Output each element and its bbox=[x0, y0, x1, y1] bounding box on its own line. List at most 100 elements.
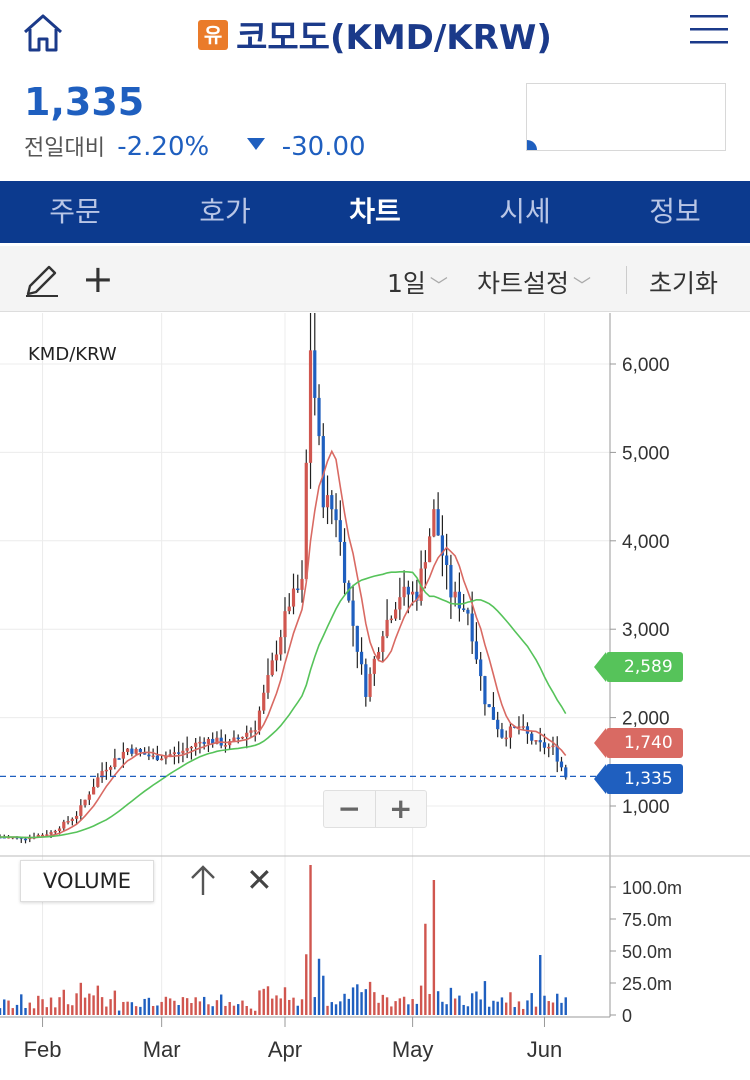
candle-body bbox=[415, 591, 419, 601]
home-icon[interactable] bbox=[20, 10, 66, 56]
candle-body bbox=[228, 741, 232, 746]
volume-bar bbox=[530, 993, 533, 1015]
candle-body bbox=[36, 835, 40, 838]
volume-bar bbox=[58, 997, 61, 1015]
candle-body bbox=[534, 740, 538, 742]
candle-body bbox=[253, 730, 257, 732]
candle-body bbox=[491, 707, 496, 720]
chart-settings-button[interactable]: 차트설정 ﹀ bbox=[477, 264, 591, 300]
tab-quotes[interactable]: 시세 bbox=[499, 195, 551, 228]
volume-bar bbox=[266, 986, 270, 1015]
volume-bar bbox=[513, 1007, 516, 1015]
tab-chart[interactable]: 차트 bbox=[349, 195, 401, 228]
price-chart[interactable]: Feb Mar Apr May Jun 1,000 2,000 3,000 4,000 5,000… bbox=[0, 313, 750, 1080]
zoom-out-button[interactable]: − bbox=[337, 792, 361, 825]
volume-bar bbox=[151, 1005, 155, 1015]
volume-bar bbox=[109, 999, 112, 1015]
volume-bar bbox=[564, 997, 567, 1015]
change-amount: -30.00 bbox=[281, 132, 366, 162]
volume-bar bbox=[96, 985, 100, 1015]
candle-body bbox=[189, 746, 194, 749]
tab-order[interactable]: 주문 bbox=[49, 195, 101, 228]
candle-body bbox=[206, 738, 211, 744]
candle-body bbox=[423, 562, 427, 569]
x-tick-label: Feb bbox=[24, 1037, 62, 1062]
candle-body bbox=[321, 436, 325, 508]
volume-bar bbox=[390, 1006, 393, 1015]
ma-long-line bbox=[0, 570, 567, 839]
volume-bar bbox=[37, 995, 40, 1015]
volume-bar bbox=[313, 997, 316, 1015]
add-indicator-icon[interactable]: + bbox=[82, 257, 114, 301]
volume-bar bbox=[92, 995, 95, 1015]
zoom-controls: − + bbox=[323, 790, 427, 828]
volume-bar bbox=[237, 1004, 240, 1015]
volume-bar bbox=[385, 997, 389, 1015]
volume-bar bbox=[271, 998, 274, 1015]
zoom-in-button[interactable]: + bbox=[389, 792, 413, 825]
candle-body bbox=[215, 737, 219, 744]
candle-body bbox=[389, 618, 393, 621]
pencil-icon[interactable] bbox=[24, 262, 60, 298]
candle-body bbox=[223, 745, 228, 747]
volume-bar bbox=[228, 1002, 231, 1015]
candle-body bbox=[270, 660, 274, 676]
volume-bar bbox=[479, 999, 482, 1015]
mini-chart[interactable] bbox=[526, 83, 726, 151]
volume-bar bbox=[258, 990, 261, 1015]
volume-bar bbox=[100, 997, 104, 1015]
candle-body bbox=[347, 582, 351, 601]
volume-bar bbox=[0, 1008, 2, 1015]
volume-bar bbox=[49, 997, 53, 1015]
chart-pair-label: KMD/KRW bbox=[28, 344, 117, 365]
volume-bar bbox=[339, 1001, 342, 1015]
volume-bar bbox=[130, 1002, 134, 1015]
candle-body bbox=[330, 495, 334, 510]
volume-bar bbox=[432, 880, 436, 1015]
volume-bar bbox=[343, 993, 346, 1015]
volume-bar bbox=[232, 1005, 236, 1015]
candle-body bbox=[257, 710, 262, 731]
volume-bar bbox=[11, 1008, 14, 1015]
candle-body bbox=[130, 748, 134, 754]
volume-bar bbox=[88, 993, 91, 1015]
tab-info[interactable]: 정보 bbox=[649, 195, 701, 228]
candle-body bbox=[436, 509, 440, 536]
candle-body bbox=[53, 830, 57, 833]
candle-body bbox=[338, 520, 342, 542]
volume-bar bbox=[458, 995, 461, 1015]
period-selector[interactable]: 1일 ﹀ bbox=[387, 264, 448, 300]
candle-body bbox=[198, 741, 202, 744]
candle-body bbox=[274, 654, 279, 661]
volume-bar bbox=[126, 1001, 129, 1015]
candle-body bbox=[66, 821, 70, 823]
candle-body bbox=[351, 600, 355, 626]
volume-bar bbox=[190, 1002, 193, 1015]
menu-icon[interactable] bbox=[688, 12, 732, 48]
volume-bar bbox=[173, 1000, 176, 1015]
reset-button[interactable]: 초기화 bbox=[649, 269, 719, 298]
volume-bar bbox=[28, 1002, 31, 1015]
volume-bar bbox=[360, 992, 363, 1015]
candle-body bbox=[155, 755, 159, 761]
candle-body bbox=[381, 636, 385, 652]
tab-orderbook[interactable]: 호가 bbox=[199, 195, 251, 228]
close-icon[interactable]: ✕ bbox=[246, 861, 273, 899]
candle-body bbox=[117, 758, 121, 760]
candle-body bbox=[406, 586, 410, 595]
volume-bar bbox=[522, 1008, 525, 1015]
volume-bar bbox=[241, 1000, 244, 1015]
volume-bar bbox=[539, 955, 542, 1015]
candle-body bbox=[313, 350, 317, 398]
volume-bar bbox=[449, 987, 453, 1015]
volume-bar bbox=[147, 997, 151, 1015]
volume-bar bbox=[407, 1004, 410, 1015]
warning-badge: 유 bbox=[198, 19, 229, 50]
arrow-up-icon[interactable] bbox=[188, 862, 218, 898]
volume-bar bbox=[20, 994, 23, 1015]
volume-bar bbox=[292, 997, 295, 1015]
ma-short-line bbox=[0, 449, 567, 839]
down-triangle-icon bbox=[247, 137, 266, 150]
candle-body bbox=[342, 541, 347, 583]
volume-bar bbox=[492, 1000, 495, 1015]
